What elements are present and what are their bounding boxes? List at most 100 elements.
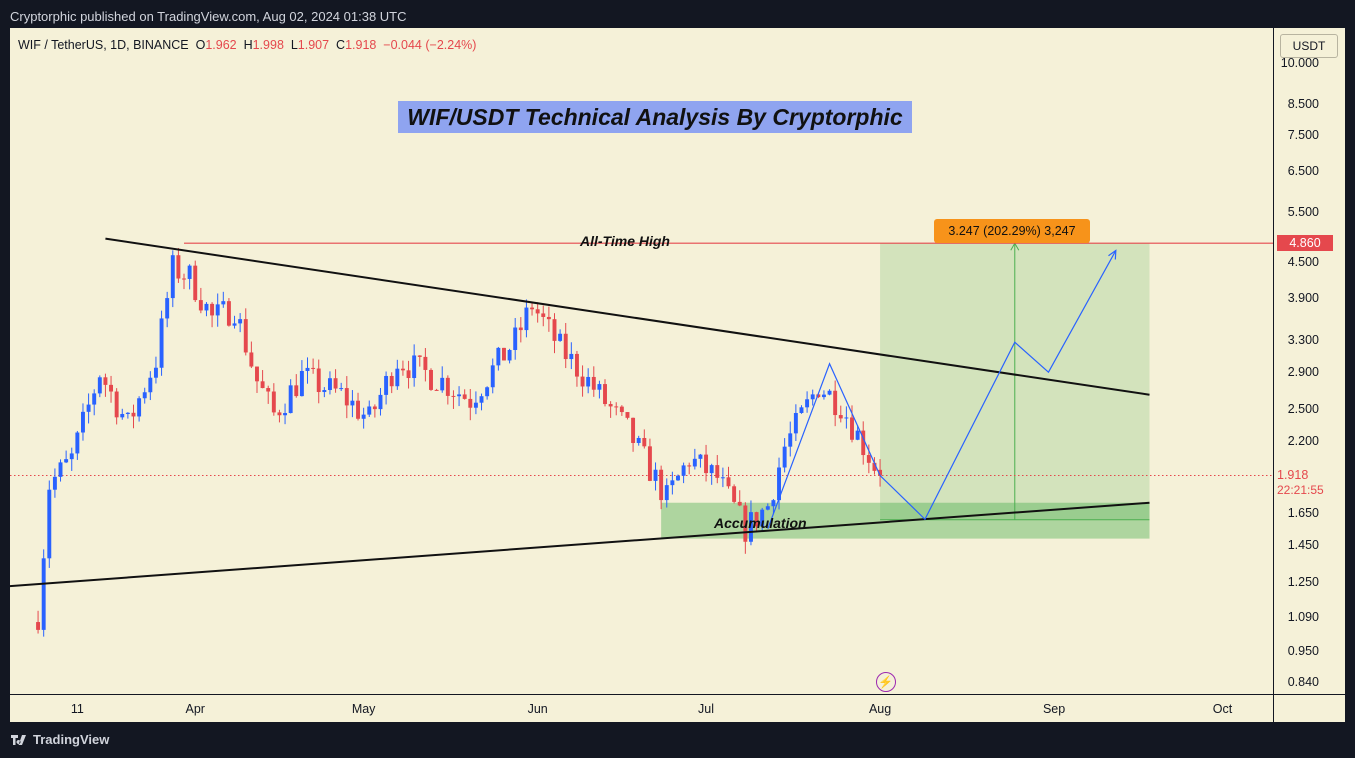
candle[interactable]: [187, 265, 192, 279]
candle[interactable]: [574, 353, 579, 377]
candle[interactable]: [586, 376, 591, 387]
candle[interactable]: [496, 347, 501, 366]
candle[interactable]: [771, 500, 776, 507]
candle[interactable]: [546, 316, 551, 320]
candle[interactable]: [793, 413, 798, 434]
candle[interactable]: [86, 404, 91, 412]
ath-label[interactable]: All-Time High: [580, 233, 670, 249]
candle[interactable]: [541, 313, 546, 317]
time-axis[interactable]: 11 Apr May Jun Jul Aug Sep Oct: [10, 695, 1273, 722]
candle[interactable]: [614, 406, 619, 408]
candle[interactable]: [299, 370, 304, 397]
candle[interactable]: [748, 512, 753, 542]
candle[interactable]: [513, 327, 518, 350]
candle[interactable]: [754, 512, 759, 527]
event-bolt-icon[interactable]: ⚡: [875, 672, 896, 692]
candle[interactable]: [468, 398, 473, 408]
candle[interactable]: [339, 388, 344, 390]
candle[interactable]: [182, 278, 186, 280]
candle[interactable]: [687, 465, 692, 467]
price-axis[interactable]: USDT 10.000 8.500 7.500 6.500 5.500 4.500 3.90…: [1274, 28, 1345, 694]
candle[interactable]: [664, 485, 669, 501]
chart-plot-area[interactable]: WIF / TetherUS, 1D, BINANCE O1.962 H1.99…: [10, 28, 1273, 694]
candle[interactable]: [316, 368, 321, 393]
candle[interactable]: [193, 265, 198, 301]
candle[interactable]: [816, 394, 821, 398]
candle[interactable]: [125, 412, 130, 414]
candle[interactable]: [260, 381, 265, 389]
candle[interactable]: [636, 437, 641, 443]
candle[interactable]: [406, 370, 411, 379]
candle[interactable]: [715, 465, 720, 478]
candle[interactable]: [692, 458, 697, 467]
candle[interactable]: [866, 455, 871, 463]
candle[interactable]: [558, 333, 563, 341]
candle[interactable]: [732, 486, 737, 502]
candle[interactable]: [412, 355, 417, 379]
candle[interactable]: [81, 411, 85, 433]
analysis-title-box[interactable]: WIF/USDT Technical Analysis By Cryptorph…: [398, 101, 912, 133]
candle[interactable]: [625, 412, 630, 418]
candle[interactable]: [451, 395, 456, 397]
candle[interactable]: [69, 453, 74, 460]
candle[interactable]: [457, 394, 462, 397]
candle[interactable]: [58, 462, 63, 477]
candle[interactable]: [92, 393, 97, 405]
candle[interactable]: [52, 476, 57, 490]
candle[interactable]: [294, 385, 299, 397]
candle[interactable]: [305, 367, 310, 371]
candle[interactable]: [356, 400, 360, 419]
candle[interactable]: [647, 446, 652, 481]
candle[interactable]: [631, 417, 636, 443]
candle[interactable]: [423, 356, 428, 370]
candle[interactable]: [844, 417, 849, 419]
symbol-name[interactable]: WIF / TetherUS, 1D, BINANCE: [18, 38, 189, 52]
candle[interactable]: [603, 384, 607, 405]
candle[interactable]: [709, 465, 714, 474]
candle[interactable]: [417, 355, 422, 357]
candle[interactable]: [120, 413, 125, 418]
candle[interactable]: [288, 385, 293, 414]
ascending-support-trendline[interactable]: [10, 501, 1150, 589]
candle[interactable]: [659, 469, 664, 501]
candle[interactable]: [384, 375, 389, 395]
candle[interactable]: [131, 412, 136, 417]
candle[interactable]: [535, 309, 540, 314]
candle[interactable]: [445, 377, 450, 396]
candle[interactable]: [249, 352, 254, 367]
candle[interactable]: [266, 388, 271, 392]
candle[interactable]: [367, 406, 372, 415]
candle[interactable]: [737, 501, 742, 506]
candle[interactable]: [97, 377, 102, 394]
candle[interactable]: [681, 465, 686, 476]
descending-resistance-trendline[interactable]: [105, 237, 1150, 396]
candle[interactable]: [850, 417, 854, 440]
candle[interactable]: [210, 303, 215, 316]
candle[interactable]: [170, 255, 175, 299]
candle[interactable]: [283, 413, 288, 416]
candle[interactable]: [255, 366, 259, 382]
candle[interactable]: [855, 430, 860, 440]
candle[interactable]: [788, 433, 793, 447]
candle[interactable]: [103, 377, 108, 385]
chart-canvas[interactable]: [10, 28, 1273, 694]
candle[interactable]: [485, 387, 490, 397]
candle[interactable]: [760, 509, 765, 527]
candle[interactable]: [670, 480, 675, 486]
candle[interactable]: [109, 384, 114, 392]
candle[interactable]: [176, 255, 181, 279]
candle[interactable]: [608, 404, 613, 407]
candle[interactable]: [75, 432, 80, 454]
candle[interactable]: [810, 394, 815, 400]
candle[interactable]: [642, 437, 647, 447]
candle[interactable]: [805, 399, 810, 408]
candle[interactable]: [799, 407, 804, 414]
candle[interactable]: [507, 349, 512, 361]
candle[interactable]: [400, 368, 405, 371]
candle[interactable]: [473, 402, 478, 408]
target-change-badge[interactable]: 3.247 (202.29%) 3,247: [934, 219, 1090, 243]
candle[interactable]: [838, 415, 843, 419]
candle[interactable]: [36, 622, 41, 630]
candle[interactable]: [311, 367, 316, 369]
candle[interactable]: [569, 353, 574, 360]
